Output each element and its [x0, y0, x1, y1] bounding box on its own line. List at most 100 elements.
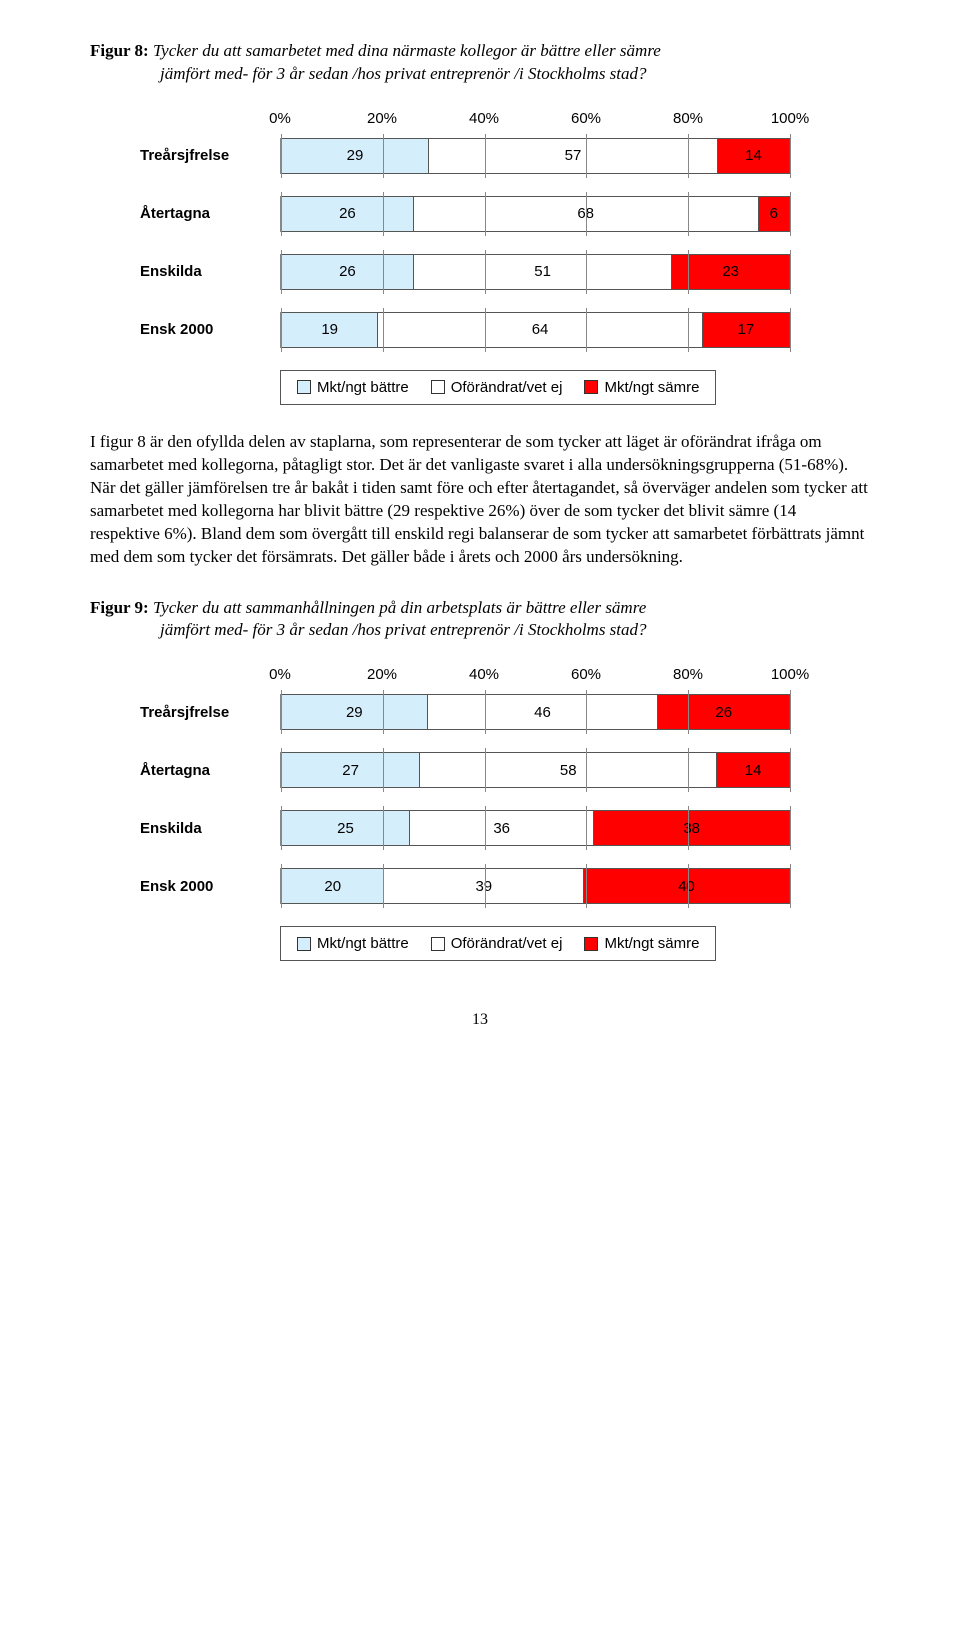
bar-stack: 26686: [281, 196, 790, 232]
chart-legend: Mkt/ngt bättre Oförändrat/vet ej Mkt/ngt s…: [280, 370, 716, 405]
figure8-label: Figur 8:: [90, 41, 149, 60]
bar-segment: 58: [420, 753, 717, 787]
bar-segment: 26: [282, 255, 414, 289]
bar-track: 253638: [280, 810, 790, 846]
bar-segment: 36: [410, 811, 594, 845]
bar-track: 203940: [280, 868, 790, 904]
chart-axis: 0%20%40%60%80%100%: [140, 110, 790, 138]
bar-stack: 275814: [281, 752, 790, 788]
bar-label: Treårsjfrelse: [140, 147, 280, 164]
bar-label: Ensk 2000: [140, 878, 280, 895]
chart-legend: Mkt/ngt bättre Oförändrat/vet ej Mkt/ngt s…: [280, 926, 716, 961]
axis-tick-label: 80%: [673, 666, 703, 683]
bar-segment: 23: [672, 255, 789, 289]
paragraph-1: I figur 8 är den ofyllda delen av stapla…: [90, 431, 870, 569]
bar-segment: 68: [414, 197, 759, 231]
bar-stack: 295714: [281, 138, 790, 174]
figure9-title: Figur 9: Tycker du att sammanhållningen …: [90, 597, 870, 643]
bar-row: Återtagna275814: [140, 752, 790, 788]
bar-segment: 57: [429, 139, 718, 173]
figure8-title-line2: jämfört med- för 3 år sedan /hos privat …: [90, 63, 870, 86]
bar-segment: 29: [282, 695, 428, 729]
bar-segment: 29: [282, 139, 429, 173]
bar-segment: 39: [384, 869, 584, 903]
axis-tick-label: 40%: [469, 110, 499, 127]
legend-label: Oförändrat/vet ej: [451, 379, 563, 396]
axis-tick-label: 100%: [771, 666, 809, 683]
legend-swatch: [297, 380, 311, 394]
legend-item: Mkt/ngt sämre: [584, 935, 699, 952]
legend-item: Oförändrat/vet ej: [431, 379, 563, 396]
bar-segment: 17: [703, 313, 789, 347]
figure9-title-line2: jämfört med- för 3 år sedan /hos privat …: [90, 619, 870, 642]
legend-swatch: [584, 380, 598, 394]
axis-tick-label: 100%: [771, 110, 809, 127]
bar-row: Återtagna26686: [140, 196, 790, 232]
bar-label: Treårsjfrelse: [140, 704, 280, 721]
bar-row: Ensk 2000196417: [140, 312, 790, 348]
bar-label: Återtagna: [140, 762, 280, 779]
axis-tick-label: 60%: [571, 666, 601, 683]
axis-tick-label: 0%: [269, 110, 291, 127]
legend-label: Mkt/ngt bättre: [317, 379, 409, 396]
bar-row: Treårsjfrelse295714: [140, 138, 790, 174]
bar-stack: 253638: [281, 810, 790, 846]
legend-item: Oförändrat/vet ej: [431, 935, 563, 952]
legend-swatch: [584, 937, 598, 951]
bar-label: Återtagna: [140, 205, 280, 222]
bar-stack: 265123: [281, 254, 790, 290]
axis-tick-label: 0%: [269, 666, 291, 683]
bar-row: Enskilda265123: [140, 254, 790, 290]
chart1: 0% 20% 40% 60% 80% 100% Treårsjfrelse295714 Åte…: [140, 110, 870, 405]
bar-segment: 6: [759, 197, 789, 231]
bar-segment: 25: [282, 811, 410, 845]
bar-segment: 26: [658, 695, 789, 729]
axis-tick-label: 80%: [673, 110, 703, 127]
axis-tick-label: 60%: [571, 110, 601, 127]
bar-stack: 203940: [281, 868, 790, 904]
legend-item: Mkt/ngt sämre: [584, 379, 699, 396]
bar-stack: 294626: [281, 694, 790, 730]
bar-label: Enskilda: [140, 263, 280, 280]
bar-label: Enskilda: [140, 820, 280, 837]
bar-track: 196417: [280, 312, 790, 348]
bar-row: Ensk 2000203940: [140, 868, 790, 904]
chart-axis: 0%20%40%60%80%100%: [140, 666, 790, 694]
legend-label: Mkt/ngt sämre: [604, 379, 699, 396]
bar-track: 295714: [280, 138, 790, 174]
bar-row: Enskilda253638: [140, 810, 790, 846]
figure8-title-line1: Tycker du att samarbetet med dina närmas…: [149, 41, 661, 60]
legend-label: Mkt/ngt bättre: [317, 935, 409, 952]
bar-track: 275814: [280, 752, 790, 788]
bar-segment: 14: [717, 753, 789, 787]
bar-segment: 64: [378, 313, 702, 347]
axis-tick-label: 20%: [367, 666, 397, 683]
legend-item: Mkt/ngt bättre: [297, 379, 409, 396]
page-number: 13: [90, 1011, 870, 1029]
bar-track: 294626: [280, 694, 790, 730]
bar-segment: 27: [282, 753, 420, 787]
bar-segment: 14: [718, 139, 789, 173]
bar-segment: 26: [282, 197, 414, 231]
axis-tick-label: 20%: [367, 110, 397, 127]
chart2: 0% 20% 40% 60% 80% 100% Treårsjfrelse294626 Åte…: [140, 666, 870, 961]
bar-segment: 19: [282, 313, 378, 347]
bar-track: 26686: [280, 196, 790, 232]
bar-segment: 51: [414, 255, 673, 289]
bar-segment: 20: [282, 869, 384, 903]
bar-segment: 40: [584, 869, 789, 903]
legend-label: Mkt/ngt sämre: [604, 935, 699, 952]
bar-track: 265123: [280, 254, 790, 290]
legend-item: Mkt/ngt bättre: [297, 935, 409, 952]
axis-tick-label: 40%: [469, 666, 499, 683]
bar-segment: 38: [594, 811, 789, 845]
bar-label: Ensk 2000: [140, 321, 280, 338]
bar-row: Treårsjfrelse294626: [140, 694, 790, 730]
bar-stack: 196417: [281, 312, 790, 348]
legend-swatch: [431, 380, 445, 394]
legend-swatch: [297, 937, 311, 951]
figure8-title: Figur 8: Tycker du att samarbetet med di…: [90, 40, 870, 86]
bar-segment: 46: [428, 695, 659, 729]
figure9-label: Figur 9:: [90, 598, 149, 617]
figure9-title-line1: Tycker du att sammanhållningen på din ar…: [149, 598, 647, 617]
